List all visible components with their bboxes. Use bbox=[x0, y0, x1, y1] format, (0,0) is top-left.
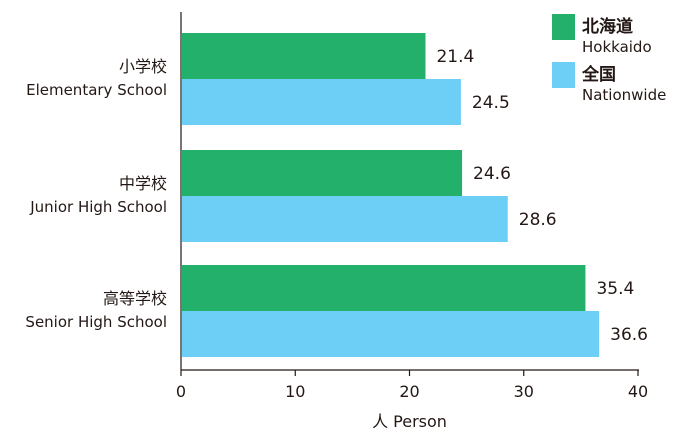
value-label: 36.6 bbox=[610, 325, 648, 345]
x-tick-label: 40 bbox=[628, 382, 648, 401]
value-label: 24.5 bbox=[472, 93, 510, 113]
legend-label-ja: 北海道 bbox=[582, 16, 633, 37]
category-labels-group: 小学校 Elementary School 中学校 Junior High Schoo… bbox=[25, 57, 167, 331]
x-ticks-group: 0 10 20 30 40 bbox=[176, 370, 648, 401]
value-label: 24.6 bbox=[473, 164, 511, 184]
x-tick-label: 10 bbox=[285, 382, 305, 401]
bar-hokkaido-1 bbox=[182, 150, 463, 196]
x-tick-label: 0 bbox=[176, 382, 186, 401]
legend-label-en: Nationwide bbox=[582, 86, 666, 104]
category-label-en: Junior High School bbox=[29, 198, 167, 216]
category-label-ja: 高等学校 bbox=[103, 289, 167, 308]
bar-nationwide-0 bbox=[182, 79, 461, 125]
x-axis-label: 人 Person bbox=[372, 412, 447, 429]
value-label: 21.4 bbox=[436, 47, 474, 67]
bar-nationwide-2 bbox=[182, 311, 600, 357]
legend-label-ja: 全国 bbox=[581, 64, 616, 85]
legend-swatch-hokkaido bbox=[552, 14, 575, 40]
value-labels-group: 21.4 24.5 24.6 28.6 35.4 36.6 bbox=[436, 47, 648, 345]
category-label-en: Elementary School bbox=[26, 81, 167, 99]
x-tick-label: 20 bbox=[399, 382, 419, 401]
category-label-en: Senior High School bbox=[25, 313, 167, 331]
category-label-ja: 小学校 bbox=[119, 57, 167, 76]
bar-nationwide-1 bbox=[182, 196, 508, 242]
category-label-ja: 中学校 bbox=[119, 174, 167, 193]
x-tick-label: 30 bbox=[514, 382, 534, 401]
bar-hokkaido-2 bbox=[182, 265, 586, 311]
legend-swatch-nationwide bbox=[552, 62, 575, 88]
bar-hokkaido-0 bbox=[182, 33, 426, 79]
bars-group bbox=[182, 33, 600, 357]
value-label: 28.6 bbox=[519, 210, 557, 230]
value-label: 35.4 bbox=[596, 279, 634, 299]
legend-label-en: Hokkaido bbox=[582, 38, 652, 56]
